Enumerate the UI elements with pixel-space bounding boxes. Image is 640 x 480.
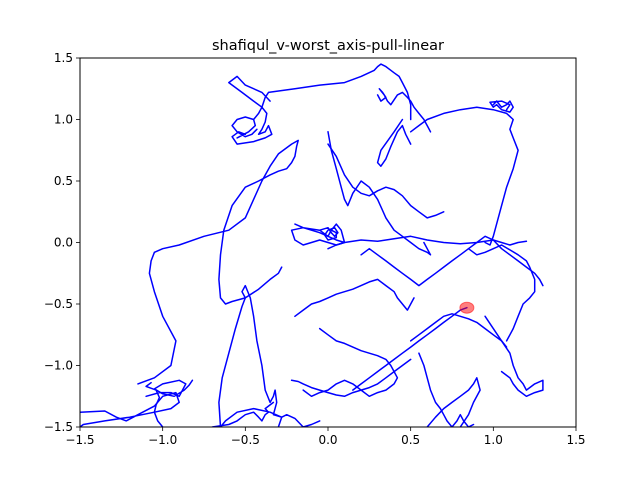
x-tick-label: 0.5 xyxy=(401,433,420,447)
x-tick-label: 0.0 xyxy=(318,433,337,447)
trajectory-segment-10 xyxy=(376,118,412,167)
chart-title: shafiqul_v-worst_axis-pull-linear xyxy=(212,38,444,54)
series-layer xyxy=(80,63,544,427)
y-tick-label: −1.0 xyxy=(44,359,73,373)
trajectory-segment-16 xyxy=(327,131,432,256)
trajectory-segment-12 xyxy=(489,100,514,113)
y-tick-label: 1.5 xyxy=(54,51,73,65)
trajectory-segment-14 xyxy=(318,226,339,241)
x-tick-label: −1.0 xyxy=(148,433,177,447)
trajectory-segment-9 xyxy=(376,88,432,133)
trajectory-segment-13 xyxy=(290,223,346,246)
trajectory-segment-26 xyxy=(290,358,412,398)
trajectory-segment-17 xyxy=(327,143,445,219)
y-tick-label: 1.0 xyxy=(54,113,73,127)
current-position-marker xyxy=(459,301,475,314)
trajectory-segment-18 xyxy=(360,235,544,287)
trajectory-segment-5 xyxy=(137,139,299,385)
x-tick-label: −1.5 xyxy=(65,433,94,447)
trajectory-segment-27 xyxy=(352,306,468,391)
trajectory-segment-1 xyxy=(145,379,194,398)
y-tick-label: 0.0 xyxy=(54,236,73,250)
y-tick-label: 0.5 xyxy=(54,174,73,188)
trajectory-segment-7 xyxy=(231,106,273,145)
y-tick-label: −0.5 xyxy=(44,297,73,311)
trajectory-segment-19 xyxy=(467,244,536,342)
trajectory-segment-25 xyxy=(426,377,481,427)
marker-layer xyxy=(459,301,475,314)
trajectory-segment-23 xyxy=(409,313,508,348)
y-tick-label: −1.5 xyxy=(44,420,73,434)
x-tick-label: 1.5 xyxy=(566,433,585,447)
trajectory-segment-21 xyxy=(294,278,415,318)
x-tick-label: −0.5 xyxy=(231,433,260,447)
trajectory-segment-4 xyxy=(218,284,321,427)
x-axis: −1.5 −1.0 −0.5 0.0 0.5 1.0 1.5 xyxy=(65,427,586,447)
x-tick-label: 1.0 xyxy=(484,433,503,447)
trajectory-segment-11 xyxy=(409,106,519,246)
trajectory-segment-6 xyxy=(231,116,258,139)
trajectory-segment-2 xyxy=(145,381,164,427)
trajectory-segment-8 xyxy=(228,63,412,121)
y-axis: −1.5 −1.0 −0.5 0.0 0.5 1.0 1.5 xyxy=(44,51,80,434)
trajectory-segment-24 xyxy=(418,352,475,427)
trajectory-segment-15 xyxy=(327,235,528,250)
trajectory-segment-20 xyxy=(484,315,544,398)
trajectory-segment-0 xyxy=(80,391,180,427)
trajectory-segment-3 xyxy=(211,401,275,427)
trajectory-segment-22 xyxy=(302,327,399,398)
